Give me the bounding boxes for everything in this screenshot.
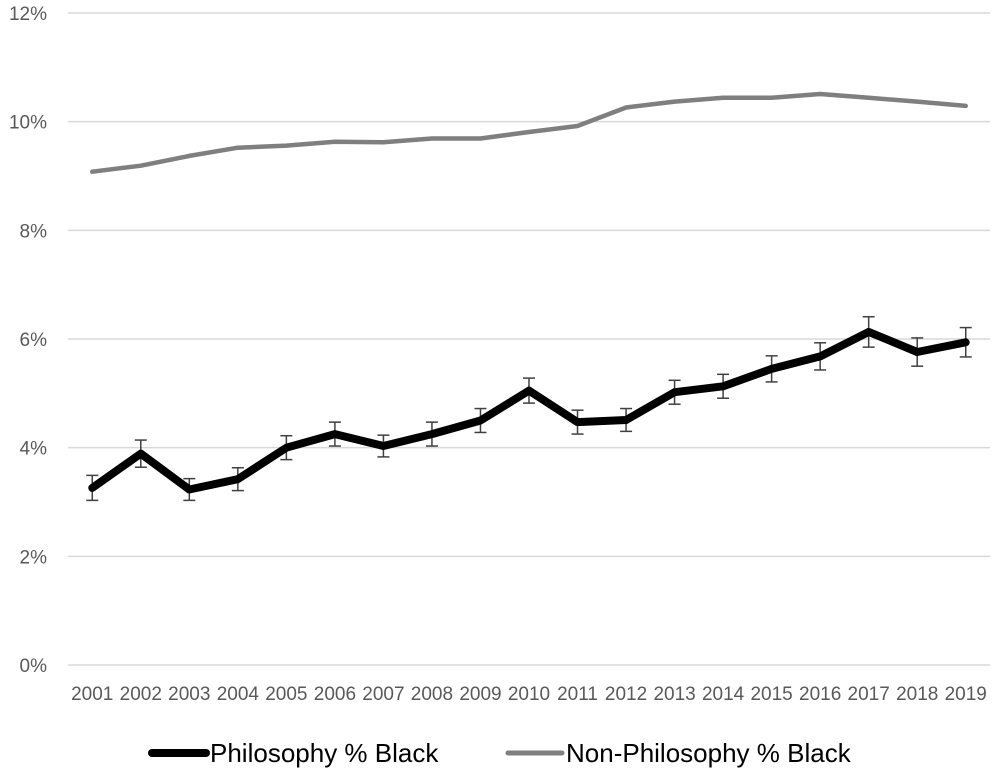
data-point xyxy=(428,431,435,438)
x-tick-label: 2005 xyxy=(265,684,307,705)
x-tick-label: 2002 xyxy=(120,684,162,705)
legend-label: Philosophy % Black xyxy=(210,738,439,768)
x-tick-label: 2006 xyxy=(314,684,356,705)
data-point xyxy=(235,145,240,150)
data-point xyxy=(477,417,484,424)
x-tick-label: 2016 xyxy=(799,684,841,705)
x-tick-label: 2010 xyxy=(508,684,550,705)
legend-label: Non-Philosophy % Black xyxy=(566,738,852,768)
data-point xyxy=(284,143,289,148)
data-point xyxy=(915,99,920,104)
data-point xyxy=(624,105,629,110)
data-point xyxy=(866,95,871,100)
series-layer xyxy=(86,91,972,502)
data-point xyxy=(187,153,192,158)
data-point xyxy=(381,140,386,145)
gridlines xyxy=(68,12,990,666)
x-tick-label: 2008 xyxy=(411,684,453,705)
legend: Philosophy % Black Non-Philosophy % Black xyxy=(148,738,852,768)
y-tick-label: 0% xyxy=(20,656,48,677)
data-point xyxy=(186,486,193,493)
data-point xyxy=(672,99,677,104)
data-point xyxy=(331,431,338,438)
data-point xyxy=(138,163,143,168)
data-point xyxy=(768,365,775,372)
data-point xyxy=(720,383,727,390)
data-point xyxy=(332,139,337,144)
y-tick-label: 10% xyxy=(9,113,47,134)
data-point xyxy=(671,389,678,396)
x-tick-label: 2013 xyxy=(653,684,695,705)
data-point xyxy=(90,169,95,174)
y-tick-label: 8% xyxy=(20,221,48,242)
data-point xyxy=(574,419,581,426)
data-point xyxy=(283,444,290,451)
data-point xyxy=(865,328,872,335)
x-tick-label: 2004 xyxy=(217,684,260,705)
x-tick-label: 2007 xyxy=(362,684,404,705)
x-tick-label: 2015 xyxy=(750,684,792,705)
data-point xyxy=(234,476,241,483)
x-tick-label: 2017 xyxy=(848,684,890,705)
y-tick-label: 4% xyxy=(20,439,48,460)
x-tick-label: 2012 xyxy=(605,684,647,705)
y-tick-label: 2% xyxy=(20,547,48,568)
data-point xyxy=(817,353,824,360)
x-tick-label: 2001 xyxy=(71,684,113,705)
data-point xyxy=(527,129,531,134)
data-point xyxy=(963,103,968,108)
data-point xyxy=(89,484,96,491)
x-tick-label: 2018 xyxy=(896,684,938,705)
data-point xyxy=(818,91,823,96)
data-point xyxy=(769,95,774,100)
x-tick-label: 2009 xyxy=(459,684,501,705)
x-axis: 2001 2002 2003 2004 2005 2006 2007 2008 2009 2010… xyxy=(71,684,987,705)
data-point xyxy=(478,136,483,141)
x-tick-label: 2019 xyxy=(945,684,987,705)
x-tick-label: 2003 xyxy=(168,684,210,705)
data-point xyxy=(623,416,630,423)
y-tick-label: 12% xyxy=(9,4,47,25)
data-point xyxy=(380,443,387,450)
data-point xyxy=(137,450,144,457)
data-point xyxy=(526,387,532,394)
y-tick-label: 6% xyxy=(20,330,48,351)
y-axis: 0% 2% 4% 6% 8% 10% 12% xyxy=(9,4,47,677)
data-point xyxy=(429,136,434,141)
data-point xyxy=(575,124,580,129)
data-point xyxy=(721,95,726,100)
x-tick-label: 2014 xyxy=(702,684,745,705)
series-line-philosophy xyxy=(88,327,970,494)
x-tick-label: 2011 xyxy=(557,684,598,705)
data-point xyxy=(962,339,969,346)
data-point xyxy=(914,349,921,356)
